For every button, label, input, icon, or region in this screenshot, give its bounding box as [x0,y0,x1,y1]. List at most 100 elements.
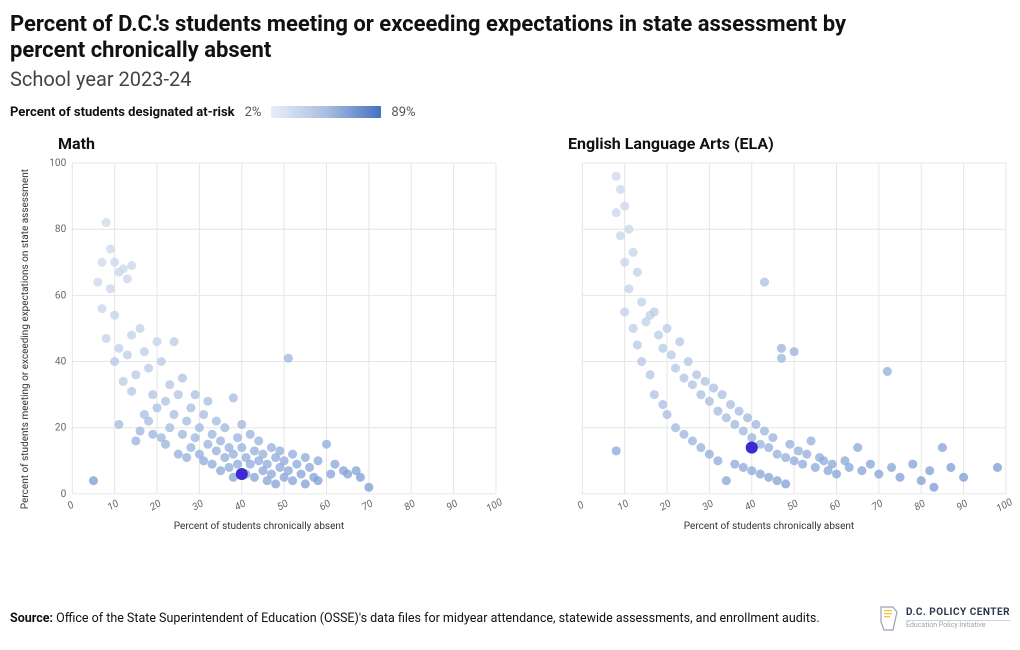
svg-text:30: 30 [701,498,716,513]
data-point [671,363,680,372]
logo-line1: D.C. POLICY CENTER [906,608,1010,618]
data-point [646,370,655,379]
svg-text:40: 40 [55,356,67,367]
data-point [254,436,263,445]
source-line: Source: Office of the State Superintende… [10,611,820,626]
data-point [624,224,633,233]
chart-svg: 0102030405060708090100 [546,159,1010,522]
svg-text:80: 80 [912,498,927,513]
svg-text:20: 20 [658,498,673,513]
data-point [828,459,837,468]
data-point [658,344,667,353]
data-point [747,466,756,475]
data-point [760,426,769,435]
data-point [313,476,322,485]
data-point [620,307,629,316]
data-point [701,377,710,386]
data-point [165,380,174,389]
data-point [123,350,132,359]
data-point [637,357,646,366]
data-point [802,449,811,458]
data-point [663,324,672,333]
data-point [131,370,140,379]
data-point [908,459,917,468]
svg-text:30: 30 [191,498,206,513]
data-point [722,476,731,485]
data-point [127,387,136,396]
data-point [650,390,659,399]
data-point [271,479,280,488]
data-point [203,439,212,448]
data-point [305,463,314,472]
data-point [993,463,1002,472]
data-point [267,469,276,478]
data-point [739,426,748,435]
data-point [959,473,968,482]
data-point [326,469,335,478]
data-point [127,330,136,339]
data-point [301,479,310,488]
data-point [735,406,744,415]
highlight-point [236,468,248,480]
data-point [633,267,642,276]
data-point [110,357,119,366]
svg-text:10: 10 [106,498,121,513]
data-point [114,420,123,429]
data-point [768,433,777,442]
data-point [925,466,934,475]
data-point [679,373,688,382]
panel-title: English Language Arts (ELA) [568,134,1010,153]
data-point [246,430,255,439]
data-point [301,453,310,462]
page-subtitle: School year 2023-24 [10,67,1010,91]
data-point [246,459,255,468]
data-point [718,390,727,399]
data-point [713,456,722,465]
data-point [199,410,208,419]
data-point [896,473,905,482]
data-point [208,459,217,468]
data-point [216,436,225,445]
data-point [773,476,782,485]
data-point [97,258,106,267]
svg-text:80: 80 [402,498,417,513]
data-point [624,284,633,293]
data-point [161,396,170,405]
data-point [832,469,841,478]
data-point [811,463,820,472]
data-point [667,350,676,359]
data-point [633,340,642,349]
highlight-point [746,441,758,453]
data-point [819,456,828,465]
y-axis-label: Percent of students meeting or exceeding… [18,169,36,509]
data-point [654,330,663,339]
data-point [692,370,701,379]
data-point [229,393,238,402]
svg-text:50: 50 [275,498,290,513]
data-point [161,439,170,448]
data-point [284,466,293,475]
data-point [929,483,938,492]
data-point [237,443,246,452]
data-point [616,185,625,194]
legend-max: 89% [391,105,415,120]
logo: D.C. POLICY CENTER Education Policy Init… [878,604,1010,632]
data-point [883,367,892,376]
logo-line2: Education Policy Initiative [906,620,1010,629]
data-point [781,453,790,462]
data-point [730,459,739,468]
svg-text:70: 70 [870,498,885,513]
chart-svg: 0204060801000102030405060708090100 [36,159,500,522]
data-point [773,449,782,458]
data-point [785,439,794,448]
data-point [280,456,289,465]
svg-text:90: 90 [955,498,970,513]
data-point [764,443,773,452]
data-point [612,446,621,455]
data-point [220,423,229,432]
legend-gradient [271,106,381,118]
data-point [343,469,352,478]
data-point [364,483,373,492]
data-point [764,473,773,482]
data-point [292,459,301,468]
